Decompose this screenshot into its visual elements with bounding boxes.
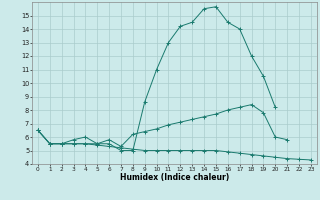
X-axis label: Humidex (Indice chaleur): Humidex (Indice chaleur) xyxy=(120,173,229,182)
